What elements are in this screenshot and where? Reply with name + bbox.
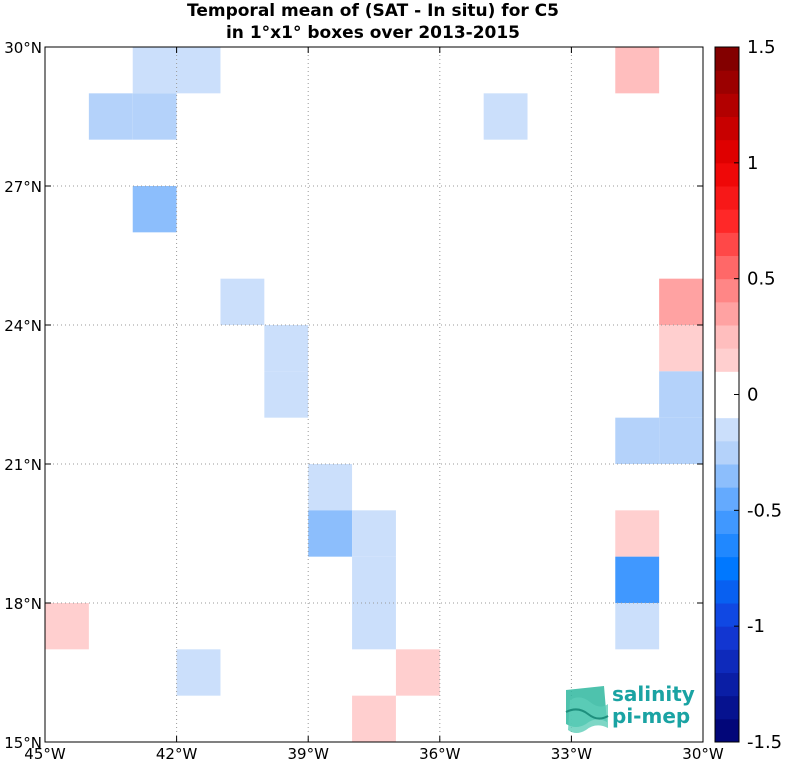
heatmap-cell [45,603,89,650]
heatmap-cell [659,417,703,464]
colorbar-ticks: 1.5 1 0.5 0 -0.5 -1 -1.5 [734,37,782,753]
chart-title-line-1: Temporal mean of (SAT - In situ) for C5 [187,1,559,21]
colorbar-segment [715,626,739,650]
colorbar-segments [715,47,739,743]
logo-text-pi-mep: pi-mep [612,704,690,728]
chart-title-line-2: in 1°x1° boxes over 2013-2015 [226,23,520,43]
colorbar-tick-label: -1.5 [747,732,782,753]
heatmap-cell [352,603,396,650]
heatmap-cells [45,47,703,742]
heatmap-cell [220,278,265,325]
y-axis-ticks: 15°N 18°N 21°N 24°N 27°N 30°N [4,39,703,752]
colorbar-segment [715,325,739,349]
heatmap-cell [308,510,353,557]
y-tick-label: 27°N [4,178,42,196]
plot-frame [44,46,704,743]
colorbar-segment [715,533,739,558]
colorbar-segment [715,394,739,419]
x-tick-label: 42°W [156,745,198,763]
x-axis-ticks: 45°W 42°W 39°W 36°W 33°W 30°W [24,47,724,763]
heatmap-cell [659,278,703,325]
heatmap-cell [176,47,221,94]
colorbar-tick-label: 0.5 [747,269,776,290]
colorbar-segment [715,672,739,697]
heatmap-cell [352,695,396,742]
colorbar-segment [715,579,739,604]
heatmap-cell [88,93,133,140]
colorbar-segment [715,301,739,326]
heatmap-cell [615,603,660,650]
grid-lines [45,47,703,742]
heatmap-cell [352,556,396,603]
heatmap-cell [264,325,309,372]
colorbar-tick-label: 1.5 [747,37,776,58]
heatmap-cell [132,47,177,94]
colorbar-segment [715,209,739,233]
heatmap-cell [308,464,353,511]
x-tick-label: 30°W [682,745,724,763]
colorbar-segment [715,186,739,210]
colorbar-segment [715,603,739,627]
y-tick-label: 24°N [4,317,42,335]
colorbar-segment [715,371,739,395]
y-tick-label: 18°N [4,595,42,613]
colorbar-segment [715,139,739,164]
colorbar-tick-label: 1 [747,153,758,174]
x-tick-label: 45°W [24,745,66,763]
colorbar-segment [715,556,739,581]
logo-text-salinity: salinity [612,682,695,706]
colorbar-segment [715,93,739,117]
colorbar-segment [715,70,739,94]
colorbar-segment [715,162,739,187]
heatmap-cell [352,510,396,557]
colorbar-segment [715,487,739,511]
colorbar-segment [715,47,739,71]
plot-area: 45°W 42°W 39°W 36°W 33°W 30°W 15°N 18°N 21°N 24°… [4,39,724,763]
colorbar-segment [715,232,739,256]
salinity-pi-mep-logo: salinity pi-mep [565,682,695,733]
heatmap-cell [615,47,660,94]
x-tick-label: 33°W [551,745,593,763]
heatmap-cell [132,186,177,233]
y-tick-label: 15°N [4,734,42,752]
y-tick-label: 21°N [4,456,42,474]
colorbar: 1.5 1 0.5 0 -0.5 -1 -1.5 [714,37,782,753]
heatmap-cell [659,325,703,372]
heatmap-cell [615,417,660,464]
colorbar-segment [715,510,739,534]
colorbar-segment [715,278,739,303]
x-tick-label: 39°W [287,745,329,763]
colorbar-tick-label: -0.5 [747,500,782,521]
colorbar-segment [715,440,739,465]
heatmap-cell [483,93,528,140]
y-tick-label: 30°N [4,39,42,57]
colorbar-segment [715,649,739,673]
heatmap-cell [132,93,177,140]
colorbar-segment [715,116,739,141]
colorbar-segment [715,464,739,488]
logo-wave-icon [565,686,609,733]
colorbar-tick-label: -1 [747,616,765,637]
heatmap-cell [395,649,440,696]
colorbar-segment [715,417,739,442]
x-tick-label: 36°W [419,745,461,763]
colorbar-segment [715,348,739,372]
heatmap-cell [659,371,703,418]
colorbar-tick-label: 0 [747,385,758,406]
colorbar-segment [715,695,739,720]
heatmap-cell [264,371,309,418]
heatmap-cell [615,510,660,557]
colorbar-segment [715,718,739,743]
heatmap-cell [176,649,221,696]
colorbar-segment [715,255,739,280]
heatmap-cell [615,556,660,603]
